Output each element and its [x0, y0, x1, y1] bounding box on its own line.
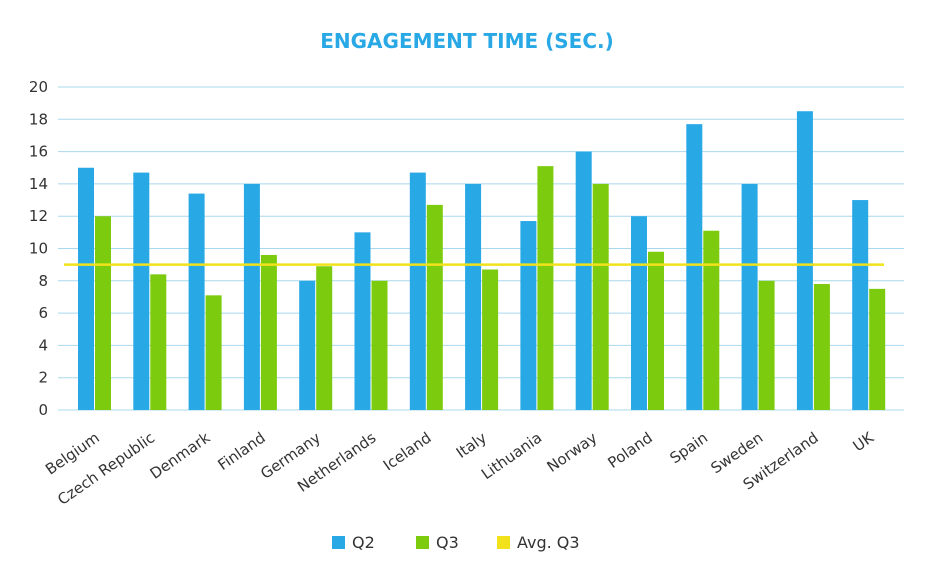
bar-q3-lithuania [537, 166, 554, 410]
bar-q3-norway [592, 183, 609, 410]
bar-q3-denmark [205, 295, 222, 410]
y-tick-label: 10 [29, 240, 48, 258]
y-axis-ticks: 0 2 4 6 8 10 12 14 16 18 20 [29, 78, 48, 419]
bar-q3-spain [703, 230, 720, 410]
legend: Q2 Q3 Avg. Q3 [332, 533, 580, 552]
bar-q2-denmark [188, 193, 205, 410]
bar-q2-italy [465, 183, 482, 410]
x-category-label: Norway [544, 428, 601, 475]
bar-q2-belgium [78, 167, 94, 410]
legend-label-q3: Q3 [436, 533, 459, 552]
bar-q3-switzerland [813, 284, 830, 410]
legend-swatch-q2 [332, 536, 345, 549]
bar-q3-uk [869, 288, 886, 410]
bar-q2-lithuania [520, 221, 537, 410]
y-tick-label: 18 [29, 110, 48, 128]
x-category-label: Lithuania [478, 429, 545, 484]
bar-q3-iceland [426, 204, 443, 410]
y-tick-label: 2 [38, 369, 48, 387]
bar-q3-sweden [758, 280, 775, 410]
y-tick-label: 6 [38, 304, 48, 322]
y-tick-label: 16 [29, 143, 48, 161]
y-tick-label: 20 [29, 78, 48, 96]
bar-q3-finland [260, 254, 277, 410]
x-category-label: Poland [604, 429, 655, 472]
x-category-label: Italy [453, 428, 490, 461]
chart-title: ENGAGEMENT TIME (SEC.) [320, 29, 614, 53]
bar-q2-norway [575, 151, 592, 410]
legend-swatch-avg-q3 [497, 536, 510, 549]
bar-q3-netherlands [371, 280, 388, 410]
bar-q3-czech-republic [150, 274, 167, 410]
bar-q2-switzerland [796, 111, 813, 410]
bar-q2-finland [243, 183, 260, 410]
y-tick-label: 14 [29, 175, 48, 193]
bar-q2-sweden [741, 183, 758, 410]
x-category-label: Czech Republic [54, 429, 158, 509]
legend-swatch-q3 [416, 536, 429, 549]
bar-q2-poland [631, 216, 647, 410]
bar-q2-iceland [409, 172, 426, 410]
legend-label-avg-q3: Avg. Q3 [517, 533, 580, 552]
x-category-label: UK [850, 428, 878, 455]
y-tick-label: 4 [38, 336, 48, 354]
legend-label-q2: Q2 [352, 533, 375, 552]
bar-q2-czech-republic [133, 172, 150, 410]
bar-q2-germany [299, 280, 316, 410]
bar-q3-belgium [95, 216, 111, 410]
bar-q2-uk [852, 200, 869, 410]
x-category-label: Spain [666, 429, 711, 468]
x-category-label: Iceland [380, 429, 435, 475]
bar-q2-spain [686, 124, 703, 411]
y-tick-label: 0 [38, 401, 48, 419]
x-category-label: Denmark [147, 428, 214, 482]
y-tick-label: 12 [29, 207, 48, 225]
bar-q3-italy [482, 269, 499, 410]
bar-q2-netherlands [354, 232, 371, 410]
bars [78, 111, 886, 411]
bar-q3-germany [316, 266, 333, 410]
y-tick-label: 8 [38, 272, 48, 290]
bar-q3-poland [648, 251, 664, 410]
